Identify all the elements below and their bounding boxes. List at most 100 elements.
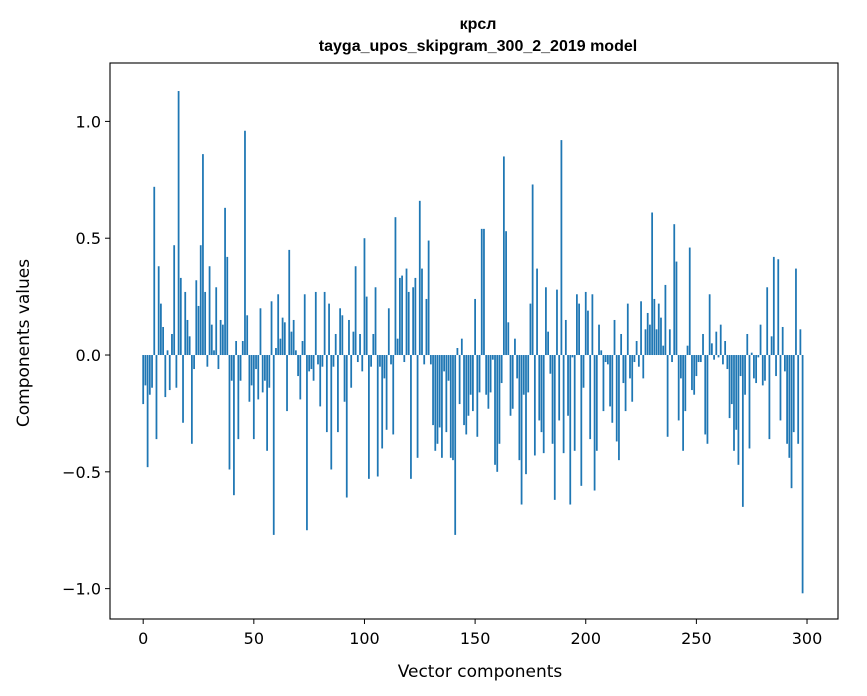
bar-component-122 <box>412 287 415 356</box>
bar-component-118 <box>403 355 406 363</box>
bar-component-136 <box>443 355 446 372</box>
plot-frame <box>109 62 839 620</box>
bar-component-170 <box>518 355 521 461</box>
bar-component-283 <box>768 355 771 440</box>
y-tick-label: 0.5 <box>76 229 101 248</box>
bar-component-146 <box>465 355 468 435</box>
bar-component-20 <box>186 319 189 356</box>
bar-component-4 <box>151 355 153 388</box>
bar-component-290 <box>784 355 786 372</box>
bar-component-155 <box>485 355 488 395</box>
bar-component-89 <box>339 308 342 356</box>
x-tick-label: 50 <box>244 629 264 648</box>
bar-component-184 <box>549 355 552 374</box>
bar-component-228 <box>646 312 649 356</box>
bar-component-165 <box>507 322 510 356</box>
bar-component-16 <box>177 91 180 356</box>
bar-component-178 <box>536 268 538 356</box>
bar-component-80 <box>319 355 322 407</box>
bar-component-225 <box>640 301 642 356</box>
bar-component-183 <box>547 331 550 356</box>
bar-component-69 <box>294 350 297 356</box>
bar-component-253 <box>702 333 704 356</box>
bar-component-206 <box>598 324 600 356</box>
bar-component-243 <box>680 355 682 379</box>
bar-component-37 <box>224 207 226 356</box>
bar-component-63 <box>281 317 284 356</box>
bar-component-263 <box>724 341 727 356</box>
bar-component-198 <box>580 355 583 486</box>
bar-component-199 <box>582 355 585 388</box>
bar-component-131 <box>432 355 434 426</box>
bar-component-30 <box>208 266 211 356</box>
bar-component-104 <box>372 333 375 356</box>
bar-component-207 <box>600 350 603 356</box>
bar-component-294 <box>792 355 795 433</box>
bar-component-154 <box>483 228 485 356</box>
bar-component-231 <box>653 298 656 356</box>
bar-component-166 <box>509 355 512 416</box>
bar-component-139 <box>449 355 452 458</box>
bar-component-95 <box>352 331 355 356</box>
bar-component-14 <box>173 245 176 356</box>
bar-component-22 <box>190 355 193 444</box>
bar-component-157 <box>489 355 492 393</box>
bar-component-187 <box>556 289 558 356</box>
bar-component-190 <box>562 355 565 454</box>
bar-component-52 <box>257 355 260 400</box>
bar-component-115 <box>396 338 399 356</box>
bar-component-144 <box>460 338 463 356</box>
bar-component-233 <box>657 303 660 356</box>
bar-component-73 <box>303 294 306 356</box>
bar-component-41 <box>233 355 235 496</box>
bar-component-172 <box>522 355 525 395</box>
bar-component-117 <box>401 275 403 356</box>
bar-component-85 <box>330 355 333 470</box>
bar-component-173 <box>525 355 527 475</box>
bar-component-87 <box>334 333 337 356</box>
bar-component-232 <box>655 329 658 356</box>
bar-component-119 <box>405 268 408 356</box>
bar-component-220 <box>629 355 631 379</box>
bar-component-252 <box>699 355 702 363</box>
bar-component-295 <box>795 268 797 356</box>
bar-component-239 <box>671 355 673 363</box>
bar-component-230 <box>651 212 654 356</box>
bar-component-124 <box>416 355 419 458</box>
bar-component-10 <box>164 355 167 398</box>
bar-component-125 <box>418 200 421 356</box>
bar-component-175 <box>529 303 532 356</box>
bar-component-160 <box>496 355 499 472</box>
bar-component-84 <box>328 303 330 356</box>
bar-component-237 <box>666 355 669 437</box>
bar-component-226 <box>642 355 645 379</box>
bar-component-262 <box>722 355 724 365</box>
bar-component-121 <box>410 355 412 479</box>
bar-component-53 <box>259 308 262 356</box>
bar-component-8 <box>160 303 162 356</box>
bar-component-238 <box>668 329 671 356</box>
bar-component-284 <box>770 336 773 356</box>
bar-component-120 <box>407 291 410 356</box>
bar-component-92 <box>345 355 348 498</box>
bar-component-246 <box>686 345 689 356</box>
bar-component-289 <box>781 326 784 356</box>
bar-component-143 <box>458 355 461 405</box>
bar-component-202 <box>589 355 592 440</box>
bar-component-107 <box>379 355 381 367</box>
bar-component-218 <box>624 355 627 412</box>
bar-component-176 <box>531 184 534 356</box>
x-tick-label: 0 <box>138 629 148 648</box>
bar-component-18 <box>182 355 184 423</box>
bar-component-81 <box>321 355 324 367</box>
bar-component-201 <box>587 310 589 356</box>
bar-component-197 <box>578 303 580 356</box>
bar-component-267 <box>733 355 735 451</box>
bar-component-46 <box>244 130 246 356</box>
bar-component-57 <box>268 355 271 388</box>
bar-component-98 <box>359 333 361 356</box>
bar-component-281 <box>764 355 766 381</box>
bar-component-215 <box>618 355 620 461</box>
bar-component-126 <box>421 268 423 356</box>
